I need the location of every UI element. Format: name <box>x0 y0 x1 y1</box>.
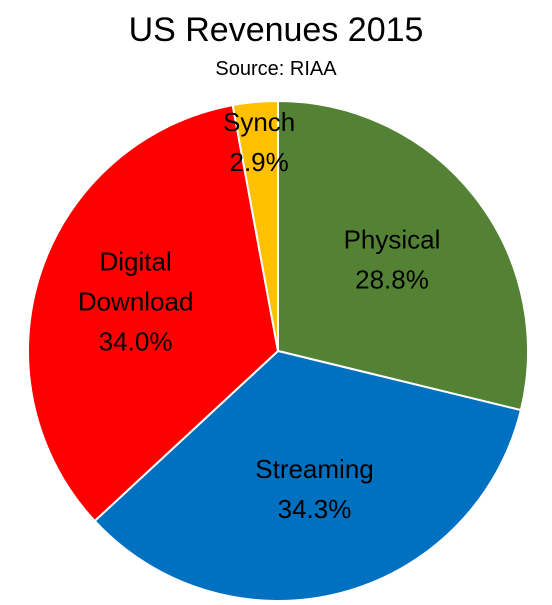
slice-category-label-synch: Synch <box>223 107 295 137</box>
pie-slice-synch <box>231 99 279 352</box>
slice-value-label-streaming: 34.3% <box>278 494 352 524</box>
slice-value-label-digital-download: 34.0% <box>99 327 173 357</box>
slice-category-label-streaming: Streaming <box>255 454 374 484</box>
pie-slice-physical <box>277 99 529 412</box>
slice-value-label-physical: 28.8% <box>355 264 429 294</box>
pie-labels: Physical 28.8% Streaming 34.3% Digital Downlo… <box>78 107 441 524</box>
slice-category-label-digital-download: Download <box>78 287 194 317</box>
pie-slice-streaming <box>93 349 523 602</box>
slice-category-label-physical: Physical <box>344 224 441 254</box>
slice-category-label-digital-download: Digital <box>100 247 172 277</box>
slice-value-label-synch: 2.9% <box>229 147 288 177</box>
chart-subtitle: Source: RIAA <box>215 58 337 80</box>
pie-slices <box>27 99 529 602</box>
chart-title: US Revenues 2015 <box>128 11 424 49</box>
pie-slice-digital-download <box>27 103 280 523</box>
